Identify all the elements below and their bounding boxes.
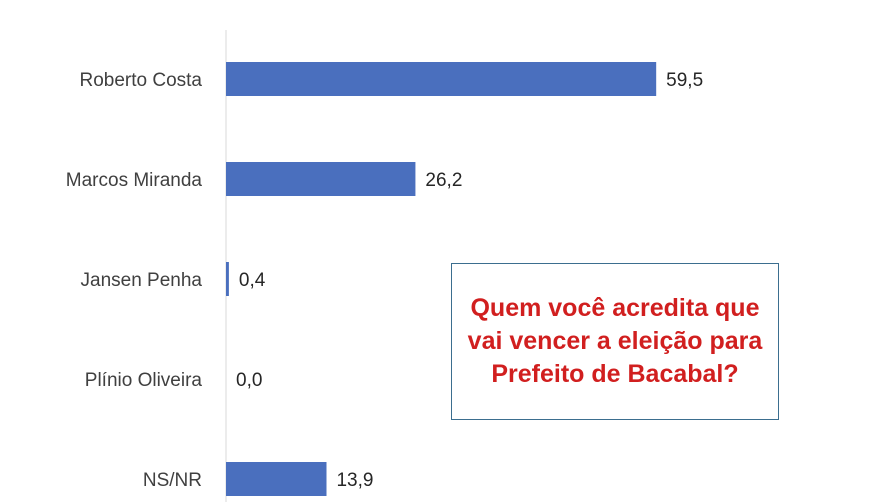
value-label-ns-nr: 13,9 [336,470,373,491]
bar-ns-nr [226,462,327,496]
bar-marcos-miranda [226,162,416,196]
bars-layer: Roberto Costa 59,5 Marcos Miranda 26,2 Janse… [66,62,703,496]
category-label-jansen-penha: Jansen Penha [81,270,203,291]
value-label-jansen-penha: 0,4 [239,270,266,291]
category-label-ns-nr: NS/NR [143,470,202,491]
category-label-marcos-miranda: Marcos Miranda [66,170,203,191]
bar-roberto-costa [226,62,657,96]
value-label-plinio-oliveira: 0,0 [236,370,262,391]
value-label-marcos-miranda: 26,2 [425,170,462,191]
bar-jansen-penha [226,262,229,296]
value-label-roberto-costa: 59,5 [666,70,703,91]
question-annotation-box: Quem você acredita que vai vencer a elei… [451,263,779,420]
category-label-plinio-oliveira: Plínio Oliveira [85,370,203,391]
question-text: Quem você acredita que vai vencer a elei… [467,294,763,388]
category-label-roberto-costa: Roberto Costa [79,70,202,91]
